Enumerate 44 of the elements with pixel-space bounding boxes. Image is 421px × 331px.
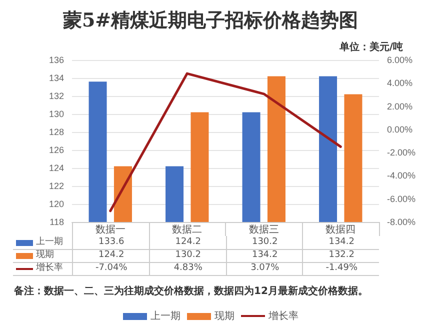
legend-label: 上一期 — [36, 236, 63, 249]
x-tick-label: 数据二 — [172, 224, 202, 236]
data-label: -1.49% — [302, 262, 380, 275]
y-tick-label: 132 — [48, 91, 64, 101]
y2-tick-label: 6.00% — [387, 55, 413, 65]
y2-tick-label: -2.00% — [387, 148, 416, 158]
y2-tick-label: -4.00% — [387, 170, 416, 181]
y-tick-label: 126 — [48, 145, 64, 155]
data-label: 3.07% — [226, 262, 304, 275]
y-tick-label: 134 — [48, 73, 64, 83]
y-tick-label: 120 — [48, 199, 64, 209]
data-label: 130.2 — [148, 249, 226, 262]
y-tick-label: 118 — [50, 217, 64, 227]
chart-title: 蒙5#精煤近期电子招标价格趋势图 — [62, 10, 358, 32]
text: 现期 — [214, 311, 234, 322]
y2-tick-label: 2.00% — [387, 101, 413, 112]
y-tick-label: 130 — [48, 109, 64, 119]
text: 备注：数据一、二、三为往期成交价格数据，数据四为12月最新成交价格数据。 — [14, 284, 368, 298]
x-tick-label: 数据一 — [95, 224, 126, 236]
y-tick-label: 122 — [48, 181, 64, 191]
text: 单位：美元/吨 — [339, 40, 403, 54]
data-label: 134.2 — [226, 249, 304, 262]
text: 上一期 — [150, 311, 180, 322]
data-label: -7.04% — [72, 262, 150, 275]
y2-tick-label: 4.00% — [387, 78, 413, 88]
text: 增长率 — [268, 311, 298, 322]
data-label: 132.2 — [302, 249, 380, 262]
data-label: 133.6 — [72, 236, 150, 249]
data-label: 134.2 — [302, 236, 380, 249]
y2-tick-label: -8.00% — [387, 217, 416, 227]
y2-tick-label: 0.00% — [387, 124, 413, 134]
x-tick-label: 数据四 — [326, 224, 356, 236]
y2-tick-label: -6.00% — [387, 194, 416, 204]
line-series — [109, 72, 342, 212]
legend-label: 增长率 — [36, 262, 63, 275]
y-tick-label: 136 — [48, 55, 64, 65]
data-label: 130.2 — [226, 236, 304, 249]
data-label: 124.2 — [72, 249, 150, 262]
legend-label: 现期 — [36, 249, 54, 262]
data-label: 124.2 — [148, 236, 226, 249]
y-tick-label: 124 — [48, 163, 64, 173]
x-tick-label: 数据三 — [248, 224, 279, 236]
data-label: 4.83% — [148, 262, 226, 275]
y-tick-label: 128 — [48, 127, 64, 137]
